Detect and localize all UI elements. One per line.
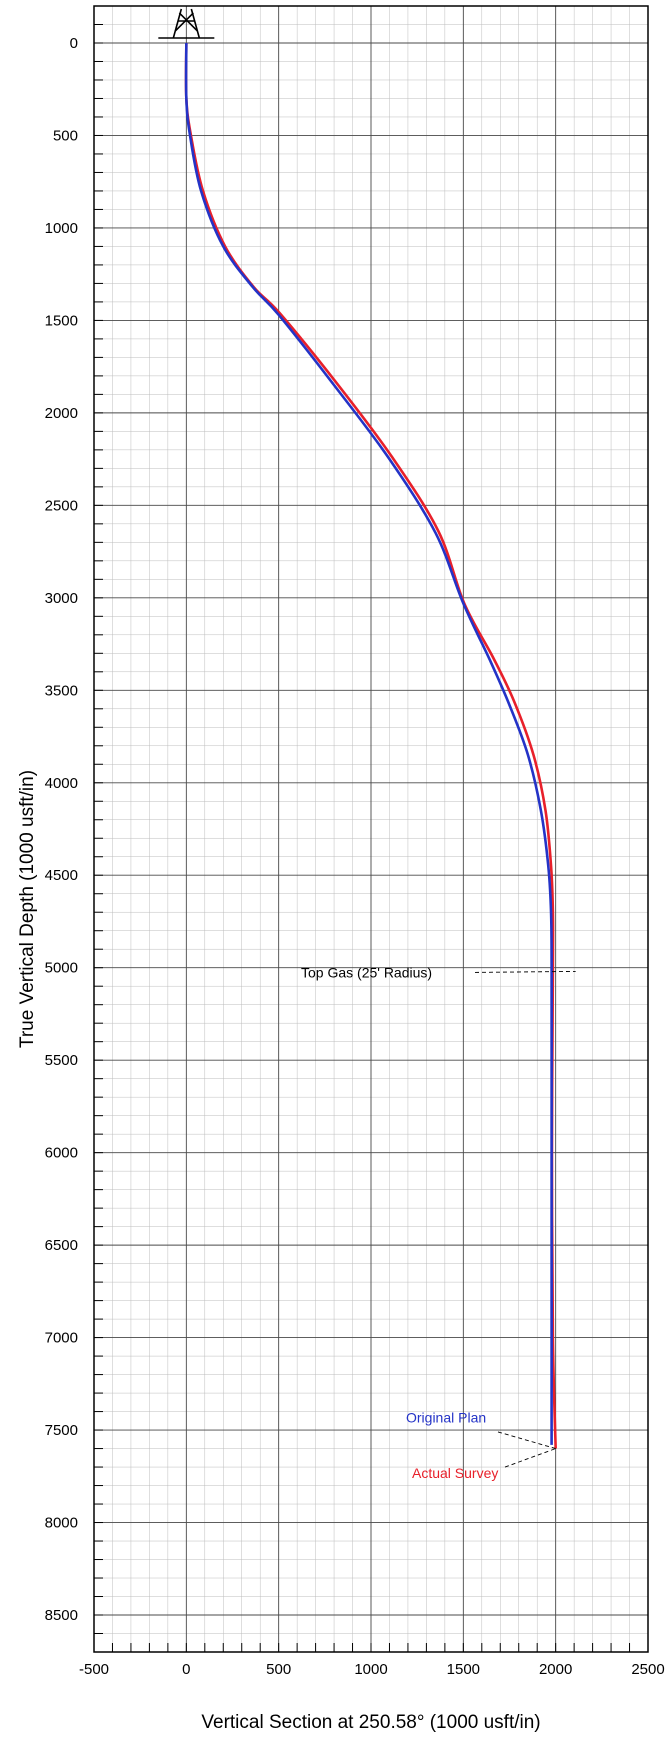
original-plan-label: Original Plan <box>406 1410 486 1426</box>
y-axis-ticks: 0 500 1000 1500 2000 2500 3000 3500 4000 4500 5000… <box>45 5 103 1653</box>
x-tick-label: 1000 <box>354 1661 387 1678</box>
x-tick-label: 500 <box>266 1661 291 1678</box>
actual-survey-leader <box>504 1448 556 1468</box>
y-tick-label: 5500 <box>45 1052 78 1069</box>
y-tick-label: 4500 <box>45 867 78 884</box>
y-tick-label: 2000 <box>45 405 78 422</box>
top-gas-leader <box>474 970 576 973</box>
y-tick-label: 5000 <box>45 960 78 977</box>
y-tick-label: 7000 <box>45 1330 78 1347</box>
y-axis-title: True Vertical Depth (1000 usft/in) <box>17 770 38 1048</box>
y-tick-label: 0 <box>70 35 78 52</box>
y-tick-label: 2500 <box>45 497 78 514</box>
rig-brace <box>178 12 198 32</box>
x-axis-title: Vertical Section at 250.58° (1000 usft/i… <box>201 1712 540 1733</box>
y-tick-label: 6500 <box>45 1237 78 1254</box>
grid-major <box>93 6 649 1652</box>
y-tick-label: 1000 <box>45 220 78 237</box>
top-gas-label: Top Gas (25' Radius) <box>301 964 432 980</box>
y-tick-label: 1500 <box>45 312 78 329</box>
series-line-original-plan <box>184 42 553 1445</box>
original-plan-leader <box>497 1431 556 1449</box>
x-tick-label: 0 <box>182 1661 190 1678</box>
series-layer <box>184 42 557 1449</box>
y-tick-label: 3500 <box>45 682 78 699</box>
x-tick-label: -500 <box>79 1661 109 1678</box>
x-tick-label: 2000 <box>539 1661 572 1678</box>
derrick-icon <box>158 8 215 39</box>
x-tick-label: 1500 <box>447 1661 480 1678</box>
y-tick-label: 8000 <box>45 1515 78 1532</box>
x-axis-ticks: -500 0 500 1000 1500 2000 2500 <box>79 1643 665 1678</box>
y-tick-label: 500 <box>53 127 78 144</box>
x-tick-label: 2500 <box>631 1661 664 1678</box>
actual-survey-label: Actual Survey <box>412 1465 498 1481</box>
y-tick-label: 6000 <box>45 1145 78 1162</box>
y-tick-label: 7500 <box>45 1422 78 1439</box>
y-tick-label: 3000 <box>45 590 78 607</box>
y-tick-label: 4000 <box>45 775 78 792</box>
annotation-layer: Top Gas (25' Radius) Original Plan Actual … <box>301 964 576 1481</box>
rig-brace <box>174 12 194 32</box>
y-tick-label: 8500 <box>45 1607 78 1624</box>
